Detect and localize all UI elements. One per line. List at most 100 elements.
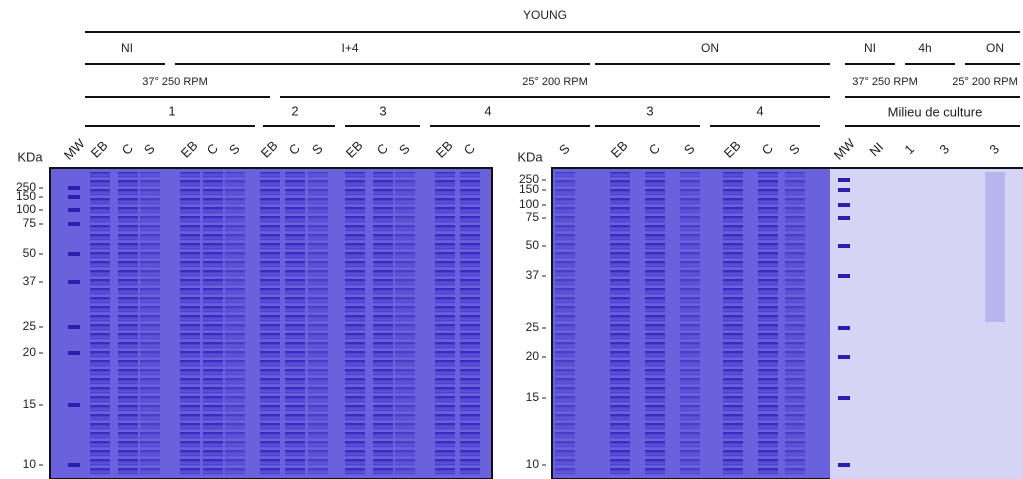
title: YOUNG (523, 8, 567, 22)
marker-label: 10 (23, 457, 37, 471)
temperature: 25° 200 RPM (952, 76, 1018, 88)
marker-band (68, 280, 80, 284)
marker-band (68, 208, 80, 212)
group: 3 (379, 103, 386, 118)
lane (260, 172, 280, 477)
temperature: 37° 250 RPM (142, 76, 208, 88)
lane-label: C (286, 141, 303, 158)
lane-label: NI (866, 139, 886, 159)
marker-band (838, 326, 850, 330)
marker-label: 250 (519, 172, 539, 186)
lane-label: EB (88, 138, 111, 161)
marker-band (838, 216, 850, 220)
marker-label: 37 (23, 274, 37, 288)
lane-label: EB (433, 138, 456, 161)
marker-label: 50 (526, 238, 540, 252)
marker-band (68, 463, 80, 467)
marker-label: 10 (526, 457, 540, 471)
group: 1 (168, 103, 175, 118)
lane (610, 172, 630, 477)
lane-label: S (309, 141, 326, 158)
marker-label: 100 (519, 197, 539, 211)
marker-label: 15 (526, 390, 540, 404)
lane-label: S (396, 141, 413, 158)
lane (723, 172, 743, 477)
temperature: 25° 200 RPM (522, 76, 588, 88)
marker-label: 20 (23, 345, 37, 359)
marker-label: 25 (23, 319, 37, 333)
condition: ON (701, 41, 719, 55)
marker-band (68, 351, 80, 355)
marker-band (838, 188, 850, 192)
lane-label: C (204, 141, 221, 158)
lane-label: EB (721, 138, 744, 161)
lane-label: C (374, 141, 391, 158)
lane-label: S (226, 141, 243, 158)
lane-label: C (646, 141, 663, 158)
marker-label: 75 (23, 216, 37, 230)
marker-label: 37 (526, 268, 540, 282)
lane-label: EB (608, 138, 631, 161)
condition: NI (121, 41, 133, 55)
lane-label: C (119, 141, 136, 158)
lane (435, 172, 455, 477)
marker-label: 15 (23, 397, 37, 411)
marker-label: 25 (526, 320, 540, 334)
group: 3 (646, 103, 653, 118)
marker-band (838, 463, 850, 467)
lane (758, 172, 778, 477)
lane-label: MW (831, 135, 858, 162)
lane (308, 172, 328, 477)
condition: NI (864, 41, 876, 55)
group: 4 (756, 103, 763, 118)
marker-band (838, 355, 850, 359)
marker-band (838, 178, 850, 182)
marker-label: 75 (526, 210, 540, 224)
marker-band (838, 244, 850, 248)
lane-label: MW (61, 135, 88, 162)
group: 2 (291, 103, 298, 118)
lane (373, 172, 393, 477)
marker-label: 20 (526, 349, 540, 363)
marker-band (838, 203, 850, 207)
lane-label: EB (343, 138, 366, 161)
marker-band (68, 252, 80, 256)
lane-label: 1 (901, 141, 917, 157)
lane (90, 172, 110, 477)
marker-band (68, 222, 80, 226)
lane (345, 172, 365, 477)
lane (785, 172, 805, 477)
lane-label: 3 (936, 141, 952, 157)
marker-band (68, 186, 80, 190)
temperature: 37° 250 RPM (852, 76, 918, 88)
lane-label: 3 (986, 141, 1002, 157)
lane-label: EB (258, 138, 281, 161)
marker-band (68, 325, 80, 329)
marker-band (838, 396, 850, 400)
condition: 4h (918, 41, 931, 55)
lane (180, 172, 200, 477)
marker-label: 50 (23, 246, 37, 260)
lane (118, 172, 138, 477)
lane-label: S (556, 141, 573, 158)
marker-label: 100 (16, 202, 36, 216)
lane-label: S (786, 141, 803, 158)
lane-label: EB (178, 138, 201, 161)
lane (460, 172, 480, 477)
marker-band (838, 274, 850, 278)
lane (645, 172, 665, 477)
marker-label: 250 (16, 180, 36, 194)
marker-band (68, 195, 80, 199)
marker-band (68, 403, 80, 407)
lane (680, 172, 700, 477)
lane-label: S (681, 141, 698, 158)
condition: ON (986, 41, 1004, 55)
lane-label: C (759, 141, 776, 158)
lane-faint (985, 172, 1005, 322)
lane (140, 172, 160, 477)
lane-label: C (461, 141, 478, 158)
lane (555, 172, 575, 477)
medium: Milieu de culture (888, 104, 983, 119)
lane (395, 172, 415, 477)
